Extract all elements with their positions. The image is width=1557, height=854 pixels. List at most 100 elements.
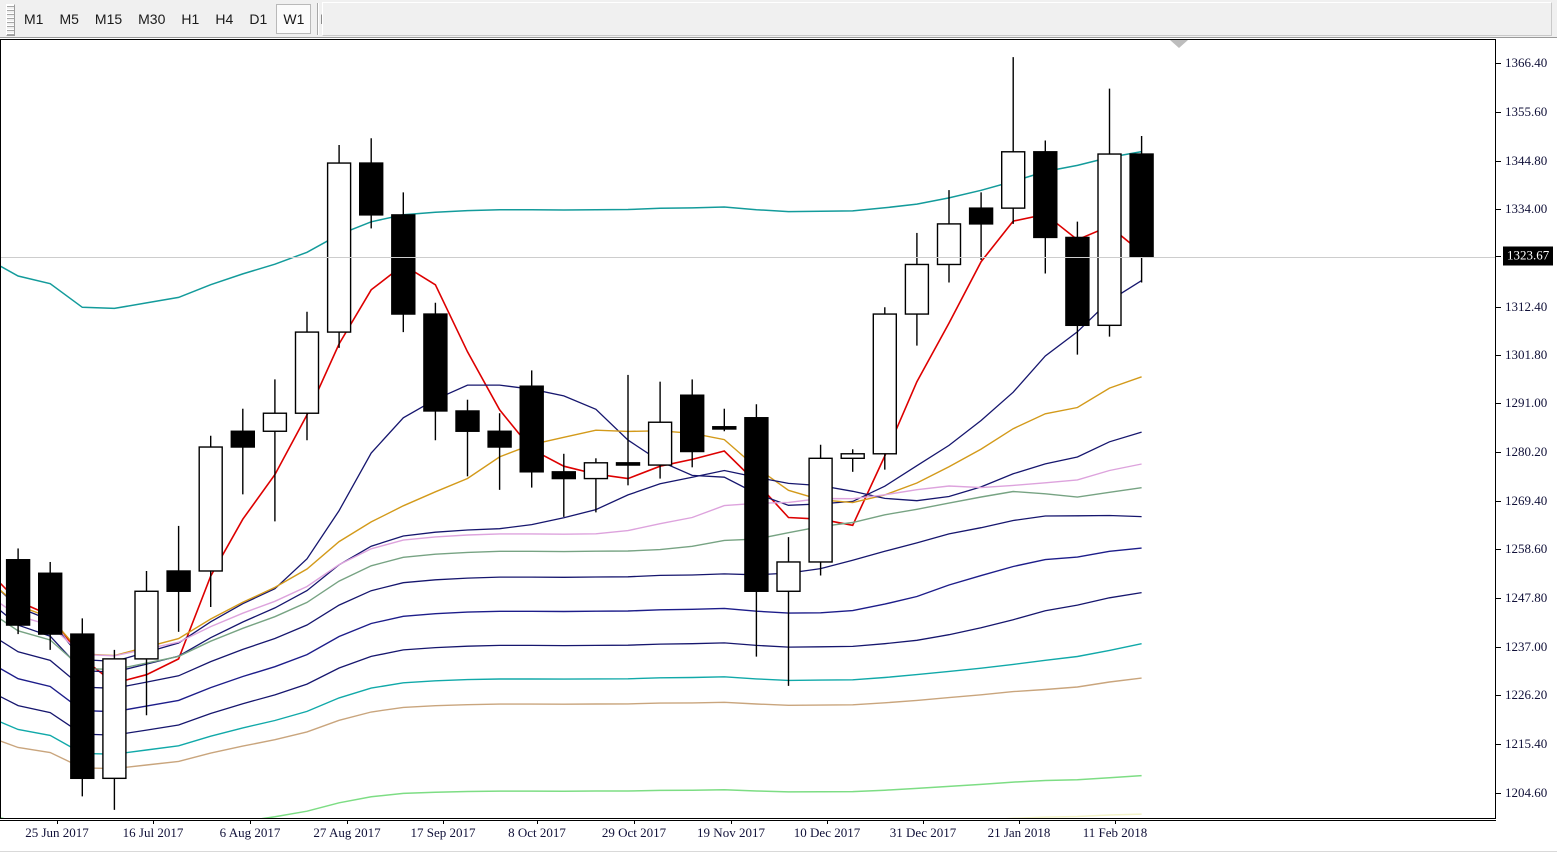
candlestick: [5, 548, 31, 635]
candle-body-bearish: [1065, 236, 1090, 327]
candlestick: [134, 570, 159, 716]
candle-body-bullish: [134, 590, 159, 660]
timeframe-button-h4[interactable]: H4: [215, 11, 234, 27]
price-axis-tick: [1496, 500, 1501, 502]
time-axis-label: 19 Nov 2017: [697, 825, 765, 840]
candlestick: [102, 649, 127, 810]
candlestick: [1033, 140, 1058, 274]
candlestick: [70, 618, 95, 797]
candlestick-layer: [5, 57, 1154, 810]
price-axis-tick: [1496, 354, 1501, 356]
candlestick: [936, 190, 962, 283]
candlestick: [680, 379, 705, 468]
candle-body-bullish: [583, 462, 609, 480]
candlestick: [166, 525, 191, 632]
timeframe-button-w1[interactable]: W1: [276, 4, 312, 34]
timeframe-button-h1[interactable]: H1: [181, 11, 200, 27]
timeframe-button-m1[interactable]: M1: [24, 11, 44, 27]
time-axis-label: 29 Oct 2017: [601, 825, 667, 840]
ma-navy-4: [1, 591, 1142, 736]
candlestick: [198, 435, 223, 608]
current-price-line: [1, 256, 1495, 258]
price-axis-label: 1226.20: [1505, 687, 1548, 703]
price-axis-label: 1334.00: [1505, 201, 1548, 217]
time-axis-label: 31 Dec 2017: [889, 825, 957, 840]
candle-body-bearish: [230, 430, 256, 448]
current-price-label: 1323.67: [1503, 246, 1554, 266]
candlestick: [262, 379, 288, 522]
time-axis[interactable]: 25 Jun 2017 16 Jul 2017 6 Aug 2017 27 Aug 2…: [0, 820, 1557, 854]
price-axis-label: 1344.80: [1505, 152, 1548, 168]
candle-body-bearish: [38, 572, 63, 635]
candle-body-bearish: [968, 207, 994, 225]
time-axis-tick: [57, 820, 58, 824]
price-axis-tick: [1496, 63, 1501, 65]
candle-body-bullish: [647, 421, 673, 466]
price-axis-tick: [1496, 646, 1501, 648]
candle-body-bullish: [198, 446, 223, 572]
ma-cyan: [1, 643, 1142, 755]
time-axis-tick: [443, 820, 444, 824]
price-axis-label: 1355.60: [1505, 104, 1548, 120]
time-axis-label: 17 Sep 2017: [410, 825, 476, 840]
toolbar-separator: [317, 3, 319, 35]
candlestick: [776, 537, 801, 686]
time-axis-baseline: [0, 851, 1557, 852]
time-axis-tick: [731, 820, 732, 824]
candlestick: [230, 408, 256, 495]
time-axis-label: 27 Aug 2017: [313, 825, 381, 840]
price-axis-label: 1237.00: [1505, 638, 1548, 654]
time-axis-label: 25 Jun 2017: [25, 825, 89, 840]
drag-handle-icon[interactable]: [6, 4, 15, 36]
time-axis-tick: [153, 820, 154, 824]
candlestick: [519, 370, 544, 488]
chart-top-marker-icon[interactable]: [1170, 40, 1188, 48]
candle-body-bullish: [294, 331, 320, 414]
timeframe-button-m5[interactable]: M5: [59, 11, 79, 27]
candlestick: [38, 561, 63, 650]
candlestick: [359, 138, 384, 229]
price-axis-label: 1366.40: [1505, 55, 1548, 71]
candle-body-bearish: [1129, 153, 1154, 258]
price-axis-label: 1258.60: [1505, 541, 1548, 557]
candle-body-bearish: [359, 162, 384, 216]
time-axis-label: 11 Feb 2018: [1082, 825, 1148, 840]
candle-body-bullish: [936, 223, 962, 266]
candle-body-bearish: [5, 559, 31, 626]
ma-seagreen: [1, 487, 1142, 671]
candle-body-bullish: [872, 313, 897, 455]
candlestick: [551, 453, 576, 517]
candlestick: [904, 232, 930, 346]
price-axis-tick: [1496, 160, 1501, 162]
candlestick: [583, 458, 609, 513]
candle-body-bullish: [1097, 153, 1122, 327]
timeframe-button-m30[interactable]: M30: [138, 11, 166, 27]
candle-body-bearish: [551, 471, 576, 480]
timeframe-button-d1[interactable]: D1: [249, 11, 268, 27]
chart-container[interactable]: 1366.40 1355.60 1344.80 1334.00 1323.67 1312.…: [0, 39, 1557, 854]
candle-body-bearish: [680, 394, 705, 453]
time-axis-tick: [1115, 820, 1116, 824]
time-axis-tick: [537, 820, 538, 824]
price-axis-tick: [1496, 549, 1501, 551]
price-axis-tick: [1496, 743, 1501, 745]
timeframe-toolbar: M1 M5 M15 M30 H1 H4 D1 W1 MN: [0, 0, 1557, 38]
timeframe-button-m15[interactable]: M15: [94, 11, 123, 27]
plot-area[interactable]: [1, 40, 1495, 818]
time-axis-tick: [1019, 820, 1020, 824]
toolbar-empty-area: [322, 2, 1552, 36]
price-axis-label: 1247.80: [1505, 589, 1548, 605]
ma-navy-1: [1, 280, 1142, 663]
candlestick: [391, 192, 416, 333]
time-axis-label: 21 Jan 2018: [987, 825, 1051, 840]
ma-goldenrod: [1, 376, 1142, 657]
candlestick: [487, 413, 512, 490]
time-axis-label: 6 Aug 2017: [219, 825, 281, 840]
time-axis-label: 10 Dec 2017: [793, 825, 861, 840]
time-axis-tick: [634, 820, 635, 824]
ma-navy-3: [1, 514, 1142, 689]
candlestick: [840, 449, 865, 472]
price-axis[interactable]: 1366.40 1355.60 1344.80 1334.00 1323.67 1312.…: [1496, 39, 1557, 819]
candlestick: [615, 374, 641, 486]
price-axis-tick: [1496, 451, 1501, 453]
